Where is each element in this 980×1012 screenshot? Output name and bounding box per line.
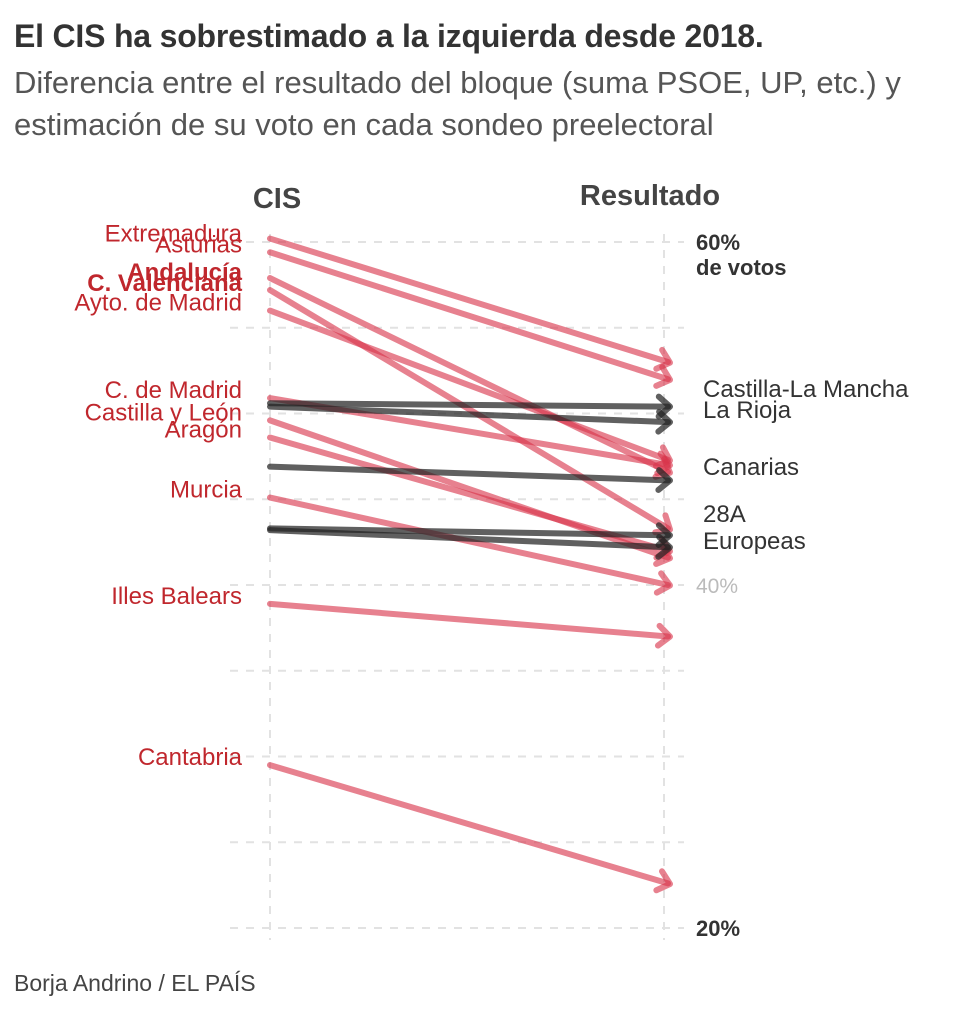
- series-label-andalucia: Andalucía: [127, 259, 242, 286]
- y-axis-ticks: 60% de votos 40% 20%: [696, 230, 786, 941]
- series-line-la-rioja: [267, 403, 673, 435]
- column-header-resultado: Resultado: [580, 180, 720, 212]
- y-tick-40: 40%: [696, 575, 738, 598]
- series-label-c-de-madrid: C. de Madrid: [105, 377, 242, 404]
- series-label-aragon: Aragón: [165, 417, 242, 444]
- series-line-europeas: [267, 527, 673, 560]
- series-segment: [267, 403, 671, 426]
- series-label-castilla-la-mancha: Castilla-La Mancha: [703, 376, 909, 403]
- series-label-illes-balears: Illes Balears: [111, 583, 242, 610]
- chart-title: El CIS ha sobrestimado a la izquierda de…: [14, 18, 764, 54]
- series-label-ayto-de-madrid: Ayto. de Madrid: [74, 290, 242, 317]
- y-tick-60: 60% de votos: [696, 230, 786, 280]
- series-label-la-rioja: La Rioja: [703, 397, 792, 424]
- series-segment: [267, 525, 671, 539]
- arrowhead: [652, 512, 673, 536]
- series-segment: [267, 275, 671, 475]
- series-line-cantabria: [267, 762, 673, 894]
- series-lines: [267, 235, 673, 894]
- series-segment: [267, 463, 671, 484]
- series-line-c-valenciana: [267, 287, 673, 536]
- series-line-asturias: [267, 249, 673, 389]
- series-segment: [267, 249, 671, 383]
- series-segment: [267, 307, 671, 463]
- series-segment: [267, 600, 671, 640]
- arrowhead: [653, 570, 673, 596]
- arrowhead: [653, 363, 673, 389]
- series-segment: [267, 235, 671, 366]
- arrowhead: [654, 622, 673, 649]
- series-label-europeas: Europeas: [703, 528, 806, 555]
- column-headers: CIS Resultado: [253, 180, 720, 215]
- series-label-castilla-y-leon: Castilla y León: [85, 399, 242, 426]
- series-segment: [267, 527, 671, 551]
- grid-layer: [230, 234, 684, 940]
- source-credit: Borja Andrino / EL PAÍS: [14, 970, 256, 996]
- arrowhead: [655, 467, 673, 493]
- series-segment: [267, 287, 671, 532]
- series-segment: [267, 400, 671, 410]
- series-label-asturias: Asturias: [155, 231, 242, 258]
- column-header-cis: CIS: [253, 183, 301, 215]
- series-label-28a: 28A: [703, 501, 746, 528]
- arrowhead: [653, 868, 673, 894]
- y-tick-20: 20%: [696, 916, 740, 941]
- series-segment: [267, 762, 671, 887]
- series-label-c-valenciana: C. Valenciana: [87, 270, 242, 297]
- series-line-extremadura: [267, 235, 673, 372]
- series-line-canarias: [267, 463, 673, 493]
- series-line-andalucia: [267, 275, 673, 480]
- arrowhead: [655, 408, 673, 435]
- chart-subtitle: Diferencia entre el resultado del bloque…: [14, 65, 901, 142]
- series-label-murcia: Murcia: [170, 477, 243, 504]
- arrowhead: [655, 533, 673, 560]
- series-line-illes-balears: [267, 600, 673, 649]
- series-label-canarias: Canarias: [703, 454, 799, 481]
- series-label-cantabria: Cantabria: [138, 744, 243, 771]
- series-label-extremadura: Extremadura: [105, 221, 243, 248]
